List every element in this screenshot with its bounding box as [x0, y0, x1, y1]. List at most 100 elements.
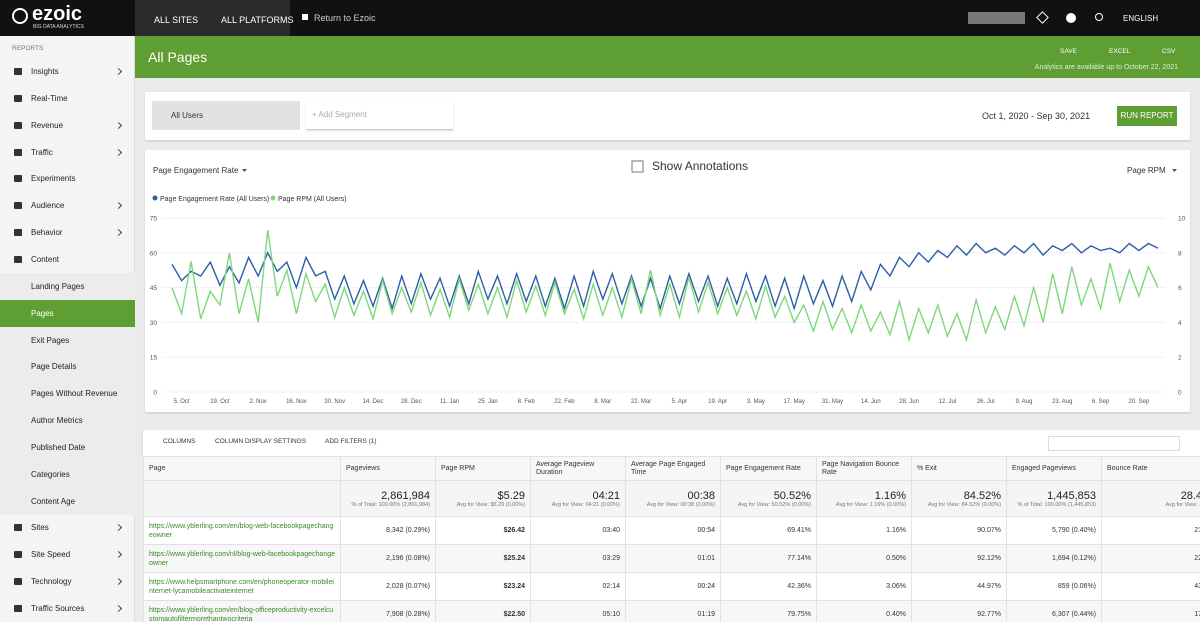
column-header[interactable]: Average Page Engaged Time	[625, 456, 721, 481]
table-cell: 01:19	[625, 600, 721, 622]
sidebar-item[interactable]: Landing Pages	[0, 272, 135, 300]
table-cell: $23.24	[435, 572, 531, 601]
chevron	[114, 229, 123, 237]
sidebar-item[interactable]: Traffic	[0, 139, 135, 166]
table-cell[interactable]: https://www.helpsmartphone.com/en/phoneo…	[143, 572, 341, 601]
run-report-button[interactable]: RUN REPORT	[1117, 106, 1177, 126]
sidebar-label: Pages	[31, 308, 54, 318]
add-segment[interactable]: + Add Segment	[306, 101, 453, 130]
sidebar-item[interactable]: Audience	[0, 192, 135, 219]
sidebar-item[interactable]: Exit Pages	[0, 326, 135, 354]
column-header[interactable]: Average Pageview Duration	[530, 456, 626, 481]
table-cell: 92.12%	[911, 544, 1007, 573]
sidebar-label: Sites	[31, 523, 49, 533]
sidebar-icon	[14, 524, 22, 532]
page-link[interactable]: https://www.helpsmartphone.com/en/phoneo…	[149, 578, 334, 595]
star-icon[interactable]	[1036, 11, 1049, 24]
sidebar-label: Landing Pages	[31, 281, 85, 291]
sidebar-item[interactable]: Sites	[0, 514, 135, 541]
cell-value: 77.14%	[787, 555, 811, 562]
sidebar-label: Experiments	[31, 174, 76, 184]
totals-cell: 2,861,984% of Total: 100.00% (2,861,984)	[340, 480, 436, 517]
segment-chip[interactable]: All Users	[152, 101, 300, 130]
language-select[interactable]: ENGLISH	[1123, 14, 1159, 23]
sidebar-item[interactable]: Pages	[0, 299, 135, 327]
sidebar-item[interactable]: Content	[0, 246, 135, 273]
sidebar-icon	[14, 148, 22, 156]
cell-value: 44.97%	[977, 583, 1001, 590]
table-toolbar: COLUMNS COLUMN DISPLAY SETTINGS ADD FILT…	[143, 430, 1200, 456]
csv-button[interactable]: CSV	[1162, 48, 1176, 55]
sidebar-item[interactable]: Insights	[0, 58, 135, 85]
sidebar-item[interactable]: Pages Without Revenue	[0, 380, 135, 408]
sidebar-item[interactable]: Experiments	[0, 165, 135, 192]
sidebar-icon	[14, 175, 22, 183]
cell-value: 5,790 (0.40%)	[1052, 527, 1096, 534]
total-value: 04:21	[592, 489, 620, 502]
search-icon[interactable]	[1095, 13, 1103, 21]
sidebar-item[interactable]: Behavior	[0, 219, 135, 246]
total-value: 00:38	[687, 489, 715, 502]
table-cell[interactable]: https://www.yblerling.com/en/blog-web-fa…	[143, 516, 341, 545]
excel-button[interactable]: EXCEL	[1109, 48, 1131, 55]
column-header[interactable]: Page	[143, 456, 341, 481]
table-search[interactable]	[1048, 436, 1180, 451]
sidebar-label: Traffic	[31, 147, 53, 157]
page-link[interactable]: https://www.yblerling.com/en/blog-web-fa…	[149, 522, 334, 539]
table-cell[interactable]: https://www.yblerling.com/nl/blog-web-fa…	[143, 544, 341, 573]
table-row: https://www.yblerling.com/en/blog-web-fa…	[143, 516, 1200, 545]
sidebar-item[interactable]: Categories	[0, 460, 135, 488]
page-link[interactable]: https://www.yblerling.com/nl/blog-web-fa…	[149, 550, 335, 567]
cell-value: 7,908 (0.28%)	[386, 611, 430, 618]
column-settings-button[interactable]: COLUMN DISPLAY SETTINGS	[215, 438, 307, 445]
chart-card	[145, 150, 1190, 412]
tab[interactable]: ALL PLATFORMS	[221, 15, 294, 25]
account-blur	[968, 12, 1025, 24]
cell-value: 0.50%	[886, 555, 906, 562]
chevron	[114, 604, 123, 613]
date-range[interactable]: Oct 1, 2020 - Sep 30, 2021	[982, 111, 1091, 121]
table-cell[interactable]: https://www.yblerling.com/en/blog-office…	[143, 600, 341, 622]
sidebar-item[interactable]: Traffic Sources	[0, 595, 135, 622]
tab[interactable]: ALL SITES	[154, 15, 199, 25]
sidebar-item[interactable]: Content Age	[0, 487, 135, 515]
column-header[interactable]: Pageviews	[340, 456, 436, 481]
table-cell: 3.06%	[816, 572, 912, 601]
column-header[interactable]: Page RPM	[435, 456, 531, 481]
table-cell: 77.14%	[720, 544, 817, 573]
cell-value: 2,028 (0.07%)	[386, 583, 430, 590]
column-header[interactable]: % Exit	[911, 456, 1007, 481]
save-button[interactable]: SAVE	[1060, 48, 1077, 55]
sidebar-item[interactable]: Technology	[0, 568, 135, 595]
table-cell: 05:10	[530, 600, 626, 622]
sidebar-item[interactable]: Site Speed	[0, 541, 135, 568]
total-note: Avg for View: 84.52% (0.00%)	[927, 501, 1001, 508]
page-link[interactable]: https://www.yblerling.com/en/blog-office…	[149, 606, 334, 622]
sidebar-label: Behavior	[31, 228, 63, 238]
sidebar-item[interactable]: Revenue	[0, 112, 135, 139]
filters-button[interactable]: ADD FILTERS (1)	[325, 438, 377, 445]
sidebar-item[interactable]: Page Details	[0, 353, 135, 381]
cell-value: 17.42%	[1194, 611, 1200, 618]
table-cell: 92.77%	[911, 600, 1007, 622]
cell-value: $26.42	[503, 527, 525, 534]
sidebar-item[interactable]: Author Metrics	[0, 407, 135, 435]
sidebar-label: Audience	[31, 201, 65, 211]
sidebar-icon	[14, 578, 22, 586]
totals-cell: 84.52% Avg for View: 84.52% (0.00%)	[911, 480, 1007, 517]
total-note: Avg for View: 00:38 (0.00%)	[646, 501, 715, 508]
logo: ezoic	[32, 3, 83, 25]
column-header[interactable]: Page Engagement Rate	[720, 456, 817, 481]
sidebar-item[interactable]: Real-Time	[0, 85, 135, 112]
sidebar-item[interactable]: Published Date	[0, 433, 135, 461]
columns-button[interactable]: COLUMNS	[163, 438, 196, 445]
return-link[interactable]: Return to Ezoic	[314, 13, 376, 23]
chevron	[114, 551, 123, 559]
total-value: $5.29	[497, 489, 525, 502]
column-header[interactable]: Engaged Pageviews	[1006, 456, 1102, 481]
column-header[interactable]: Bounce Rate	[1101, 456, 1200, 481]
totals-cell: 1,445,853% of Total: 100.00% (1,445,853)	[1006, 480, 1102, 517]
column-header[interactable]: Page Navigation Bounce Rate	[816, 456, 912, 481]
help-icon[interactable]	[1066, 13, 1076, 23]
cell-value: 6,307 (0.44%)	[1052, 611, 1096, 618]
